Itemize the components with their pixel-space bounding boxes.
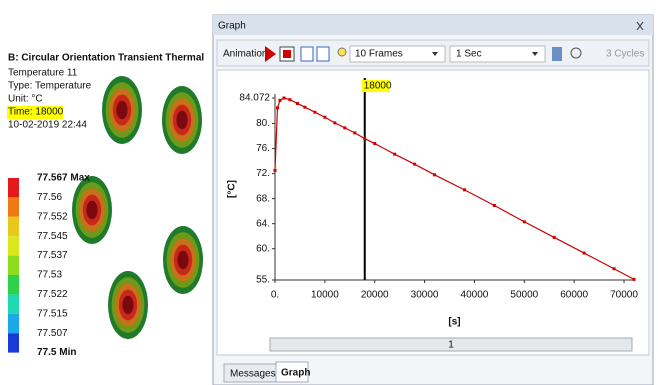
legend-band (8, 217, 19, 236)
progress-label: 1 (448, 340, 454, 351)
data-point (523, 220, 526, 223)
x-tick-label: 60000 (560, 290, 588, 301)
result-name: Temperature 11 (8, 68, 78, 79)
data-point (463, 188, 466, 191)
data-point (276, 106, 279, 109)
x-tick-label: 20000 (361, 290, 389, 301)
data-point (553, 236, 556, 239)
y-axis-label: [°C] (227, 180, 238, 198)
window-title: Graph (218, 21, 246, 32)
legend-label: 77.5 Min (37, 347, 76, 358)
title-bar (213, 15, 653, 35)
data-point (353, 131, 356, 134)
legend-band (8, 314, 19, 333)
legend-band (8, 197, 19, 216)
tab-label: Messages (230, 369, 276, 380)
speed-value: 1 Sec (456, 49, 482, 60)
plot-area (217, 70, 649, 355)
export-button[interactable] (552, 47, 562, 61)
frames-value: 10 Frames (355, 49, 403, 60)
data-point (282, 97, 285, 100)
x-tick-label: 40000 (461, 290, 489, 301)
legend-label: 77.56 (37, 192, 62, 203)
page: B: Circular Orientation Transient Therma… (0, 0, 658, 385)
stop-icon (283, 50, 291, 58)
data-point (413, 163, 416, 166)
legend-band (8, 294, 19, 313)
data-point (393, 153, 396, 156)
legend-label: 77.53 (37, 270, 62, 281)
legend-label: 77.515 (37, 308, 68, 319)
data-point (373, 142, 376, 145)
legend-label: 77.567 Max (37, 173, 90, 184)
bulb-icon[interactable] (338, 48, 346, 56)
frames-button[interactable] (317, 47, 329, 61)
frames-button[interactable] (301, 47, 313, 61)
y-tick-label: 68. (256, 193, 270, 204)
data-point (633, 278, 636, 281)
y-tick-label: 72. (256, 168, 270, 179)
data-point (333, 121, 336, 124)
data-point (288, 98, 291, 101)
x-tick-label: 70000 (610, 290, 638, 301)
data-point (313, 111, 316, 114)
legend-band (8, 236, 19, 255)
x-tick-label: 50000 (510, 290, 538, 301)
animation-label: Animation (223, 49, 267, 60)
legend-band (8, 333, 19, 352)
y-tick-label: 84.072 (239, 93, 270, 104)
data-point (303, 106, 306, 109)
result-unit: Unit: °C (8, 94, 43, 105)
result-date: 10-02-2019 22:44 (8, 120, 87, 131)
legend-band (8, 275, 19, 294)
data-point (343, 126, 346, 129)
y-tick-label: 76. (256, 143, 270, 154)
data-point (296, 102, 299, 105)
disc-ring (86, 201, 97, 219)
y-tick-label: 64. (256, 218, 270, 229)
x-tick-label: 0. (271, 290, 279, 301)
y-tick-label: 55. (256, 275, 270, 286)
model-title: B: Circular Orientation Transient Therma… (8, 53, 204, 64)
x-tick-label: 30000 (411, 290, 439, 301)
data-point (583, 252, 586, 255)
data-point (493, 204, 496, 207)
cycles-label: 3 Cycles (606, 49, 644, 60)
disc-ring (116, 101, 127, 119)
data-point (433, 173, 436, 176)
data-point (274, 169, 277, 172)
tab-label: Graph (281, 368, 310, 379)
legend-band (8, 178, 19, 197)
legend-label: 77.545 (37, 231, 68, 242)
model-view (72, 76, 203, 339)
result-time: Time: 18000 (8, 107, 64, 118)
x-tick-label: 10000 (311, 290, 339, 301)
legend-label: 77.522 (37, 289, 68, 300)
legend-band (8, 256, 19, 275)
disc-ring (177, 251, 188, 269)
data-point (613, 267, 616, 270)
screen: B: Circular Orientation Transient Therma… (0, 0, 658, 385)
legend-label: 77.552 (37, 211, 68, 222)
data-point (323, 116, 326, 119)
disc-ring (176, 111, 187, 129)
legend-label: 77.507 (37, 328, 68, 339)
marker-label: 18000 (364, 81, 392, 92)
legend-label: 77.537 (37, 250, 68, 261)
data-point (278, 99, 281, 102)
y-tick-label: 60. (256, 243, 270, 254)
data-point (363, 137, 366, 140)
x-axis-label: [s] (448, 317, 460, 328)
y-tick-label: 80. (256, 118, 270, 129)
disc-ring (122, 296, 133, 314)
result-type: Type: Temperature (8, 81, 92, 92)
